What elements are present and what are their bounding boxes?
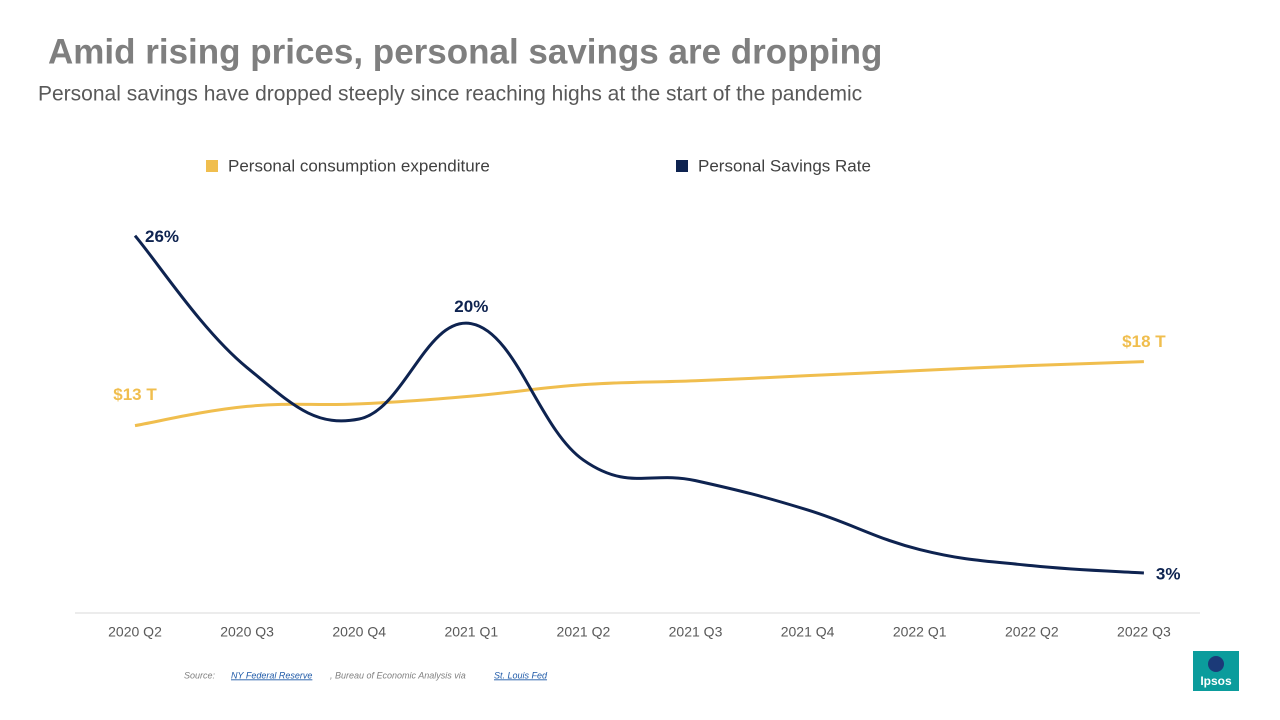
x-tick-label: 2020 Q2 bbox=[108, 624, 162, 640]
source-text: , Bureau of Economic Analysis via bbox=[330, 670, 466, 680]
x-tick-label: 2022 Q2 bbox=[1005, 624, 1059, 640]
logo-mark bbox=[1208, 656, 1224, 672]
x-tick-label: 2020 Q3 bbox=[220, 624, 274, 640]
legend-label: Personal Savings Rate bbox=[698, 156, 871, 175]
data-label: 3% bbox=[1156, 564, 1181, 583]
x-tick-label: 2021 Q4 bbox=[781, 624, 835, 640]
series-line bbox=[133, 234, 1144, 575]
series-line bbox=[134, 360, 1144, 428]
x-tick-label: 2021 Q2 bbox=[557, 624, 611, 640]
data-label: 26% bbox=[145, 227, 179, 246]
source-link[interactable]: NY Federal Reserve bbox=[231, 670, 312, 680]
chart-title: Amid rising prices, personal savings are… bbox=[48, 32, 882, 71]
x-tick-label: 2021 Q1 bbox=[444, 624, 498, 640]
legend-swatch bbox=[206, 160, 218, 172]
x-tick-label: 2022 Q1 bbox=[893, 624, 947, 640]
x-tick-label: 2021 Q3 bbox=[669, 624, 723, 640]
source-link[interactable]: St. Louis Fed bbox=[494, 670, 548, 680]
data-label: $18 T bbox=[1122, 332, 1166, 351]
chart-subtitle: Personal savings have dropped steeply si… bbox=[38, 83, 862, 106]
data-label: 20% bbox=[454, 297, 488, 316]
source-label: Source: bbox=[184, 670, 216, 680]
logo-text: Ipsos bbox=[1200, 674, 1232, 688]
data-label: $13 T bbox=[113, 385, 157, 404]
legend-label: Personal consumption expenditure bbox=[228, 156, 490, 175]
x-tick-label: 2022 Q3 bbox=[1117, 624, 1171, 640]
legend-swatch bbox=[676, 160, 688, 172]
x-tick-label: 2020 Q4 bbox=[332, 624, 386, 640]
